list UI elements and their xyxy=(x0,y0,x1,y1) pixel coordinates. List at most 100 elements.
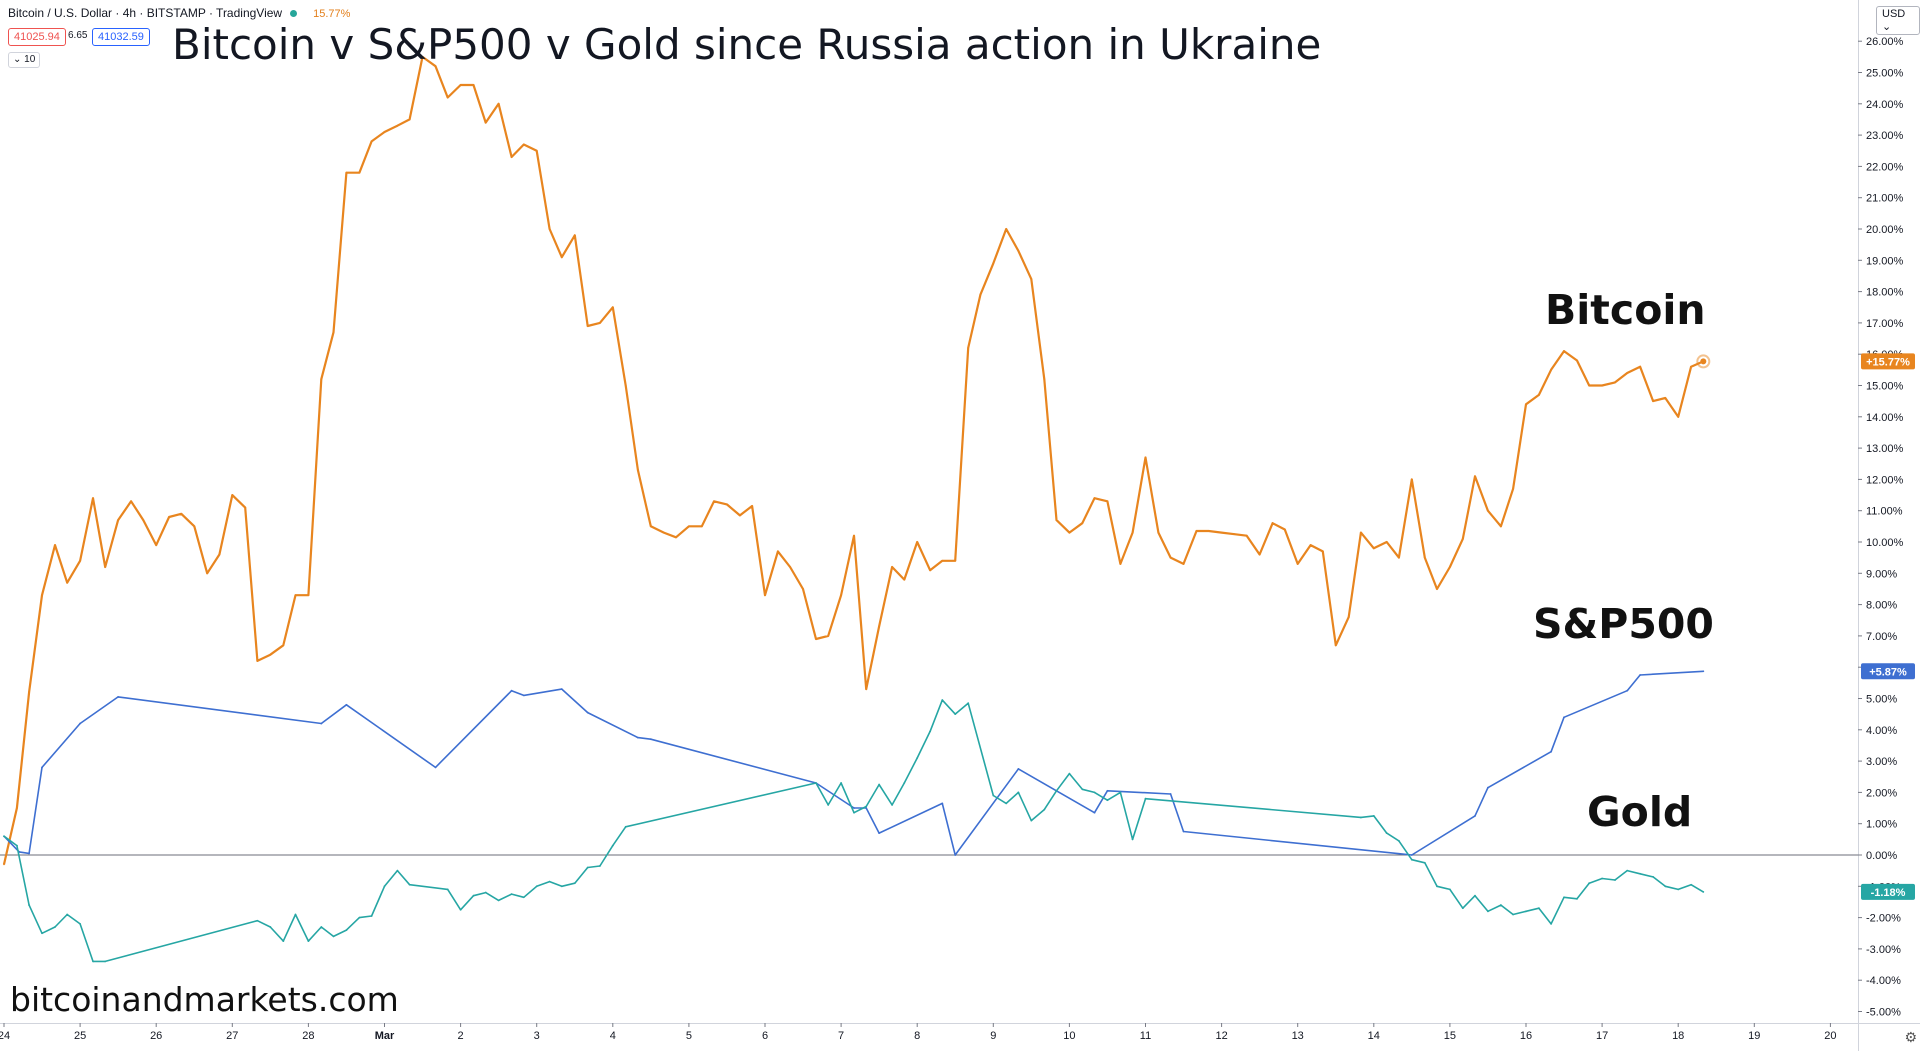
bitcoin-data-point xyxy=(370,140,373,143)
bitcoin-data-point xyxy=(1601,384,1603,387)
bitcoin-data-point xyxy=(180,512,183,515)
y-tick-label: 23.00% xyxy=(1866,130,1904,142)
change-percent: 15.77% xyxy=(313,8,351,20)
y-tick-label: 17.00% xyxy=(1866,318,1904,330)
y-tick-label: 13.00% xyxy=(1866,443,1904,455)
gold-data-point xyxy=(1005,802,1008,805)
bitcoin-data-point xyxy=(827,635,830,637)
bitcoin-data-point xyxy=(421,55,424,58)
x-tick-label: 20 xyxy=(1824,1030,1836,1042)
bitcoin-data-point xyxy=(1372,547,1375,550)
bitcoin-data-point xyxy=(573,234,576,237)
x-tick-label: 28 xyxy=(302,1030,314,1042)
gold-data-point xyxy=(1614,879,1616,881)
gold-data-point xyxy=(1550,922,1553,925)
bitcoin-data-point xyxy=(1677,415,1680,418)
bitcoin-last-value-label: +15.77% xyxy=(1866,356,1910,368)
bid-price-box[interactable]: 41025.94 xyxy=(8,28,66,46)
bitcoin-data-point xyxy=(1182,563,1185,565)
gold-data-point xyxy=(294,913,297,916)
y-tick-label: 11.00% xyxy=(1866,506,1903,518)
bitcoin-data-point xyxy=(320,378,323,381)
gold-data-point xyxy=(484,891,487,894)
bitcoin-data-point xyxy=(941,559,944,562)
x-tick-label: 24 xyxy=(0,1030,10,1042)
gold-data-point xyxy=(1119,791,1122,794)
bitcoin-data-point xyxy=(649,525,652,528)
bitcoin-data-point xyxy=(408,118,411,121)
x-tick-label: 6 xyxy=(762,1030,768,1042)
bitcoin-data-point xyxy=(1576,359,1578,362)
bitcoin-data-point xyxy=(3,863,5,866)
bitcoin-data-point xyxy=(1195,530,1198,532)
sp500-data-point xyxy=(117,696,120,698)
gear-icon[interactable]: ⚙ xyxy=(1904,1029,1917,1045)
bitcoin-data-point xyxy=(675,536,677,539)
bitcoin-data-point xyxy=(840,594,842,597)
gold-data-point xyxy=(1601,877,1603,880)
bitcoin-data-point xyxy=(104,566,107,568)
gold-data-point xyxy=(1499,904,1502,906)
y-tick-label: 0.00% xyxy=(1866,850,1897,862)
bitcoin-data-point xyxy=(294,594,297,597)
gold-data-point xyxy=(459,908,462,911)
sp500-data-point xyxy=(637,736,639,739)
gold-data-point xyxy=(92,960,94,963)
x-tick-label: 19 xyxy=(1748,1030,1760,1042)
symbol-header[interactable]: Bitcoin / U.S. Dollar · 4h · BITSTAMP · … xyxy=(8,6,350,20)
gold-data-point xyxy=(383,885,386,888)
bitcoin-data-point xyxy=(117,519,120,521)
bitcoin-data-point xyxy=(878,625,881,628)
bitcoin-data-point xyxy=(244,506,247,509)
bitcoin-data-point xyxy=(1005,228,1008,230)
bitcoin-data-point xyxy=(535,149,538,152)
bitcoin-data-point xyxy=(777,550,779,553)
gold-data-point xyxy=(370,915,373,917)
gold-data-point xyxy=(332,935,335,938)
bitcoin-data-point xyxy=(1398,556,1400,559)
gold-data-point xyxy=(408,883,411,886)
sp500-data-point xyxy=(586,711,589,714)
sp500-last-value-label: +5.87% xyxy=(1869,666,1907,678)
bitcoin-data-point xyxy=(738,514,741,517)
bitcoin-data-point xyxy=(358,171,361,174)
sp500-data-point xyxy=(941,802,944,805)
bitcoin-data-point xyxy=(853,534,855,537)
gold-data-point xyxy=(1563,896,1565,899)
bitcoin-data-point xyxy=(218,553,221,556)
x-tick-label: 12 xyxy=(1215,1030,1227,1042)
indicators-toggle[interactable]: ⌄ 10 xyxy=(8,52,41,68)
gold-data-point xyxy=(79,922,81,925)
gold-data-point xyxy=(1588,882,1591,885)
bitcoin-data-point xyxy=(1474,475,1476,478)
currency-selector[interactable]: USD ⌄ xyxy=(1876,6,1920,35)
ask-price-box[interactable]: 41032.59 xyxy=(92,28,150,46)
bitcoin-data-point xyxy=(1068,531,1071,534)
bitcoin-data-point xyxy=(1525,403,1527,406)
bitcoin-data-point xyxy=(637,469,639,471)
bitcoin-data-point xyxy=(726,503,728,506)
bitcoin-data-point xyxy=(1614,381,1616,384)
y-tick-label: -3.00% xyxy=(1866,944,1901,956)
y-tick-label: 7.00% xyxy=(1866,631,1897,643)
bitcoin-data-point xyxy=(1588,384,1591,387)
bitcoin-data-point xyxy=(979,293,982,296)
bitcoin-data-point xyxy=(66,581,69,584)
gold-data-point xyxy=(1017,791,1020,794)
bitcoin-data-point xyxy=(168,516,171,518)
bitcoin-data-point xyxy=(79,559,81,562)
x-tick-label: Mar xyxy=(375,1030,395,1042)
sp500-data-point xyxy=(320,722,323,725)
gold-data-point xyxy=(41,932,43,935)
bitcoin-data-point xyxy=(954,559,957,562)
bitcoin-data-point xyxy=(967,347,970,349)
gold-label: Gold xyxy=(1587,788,1693,836)
x-tick-label: 3 xyxy=(534,1030,540,1042)
bitcoin-last-point xyxy=(1700,358,1707,365)
gold-data-point xyxy=(510,893,513,896)
bitcoin-data-point xyxy=(916,541,919,543)
bitcoin-data-point xyxy=(688,525,690,528)
sp500-data-point xyxy=(41,766,43,769)
x-tick-label: 11 xyxy=(1140,1030,1151,1042)
